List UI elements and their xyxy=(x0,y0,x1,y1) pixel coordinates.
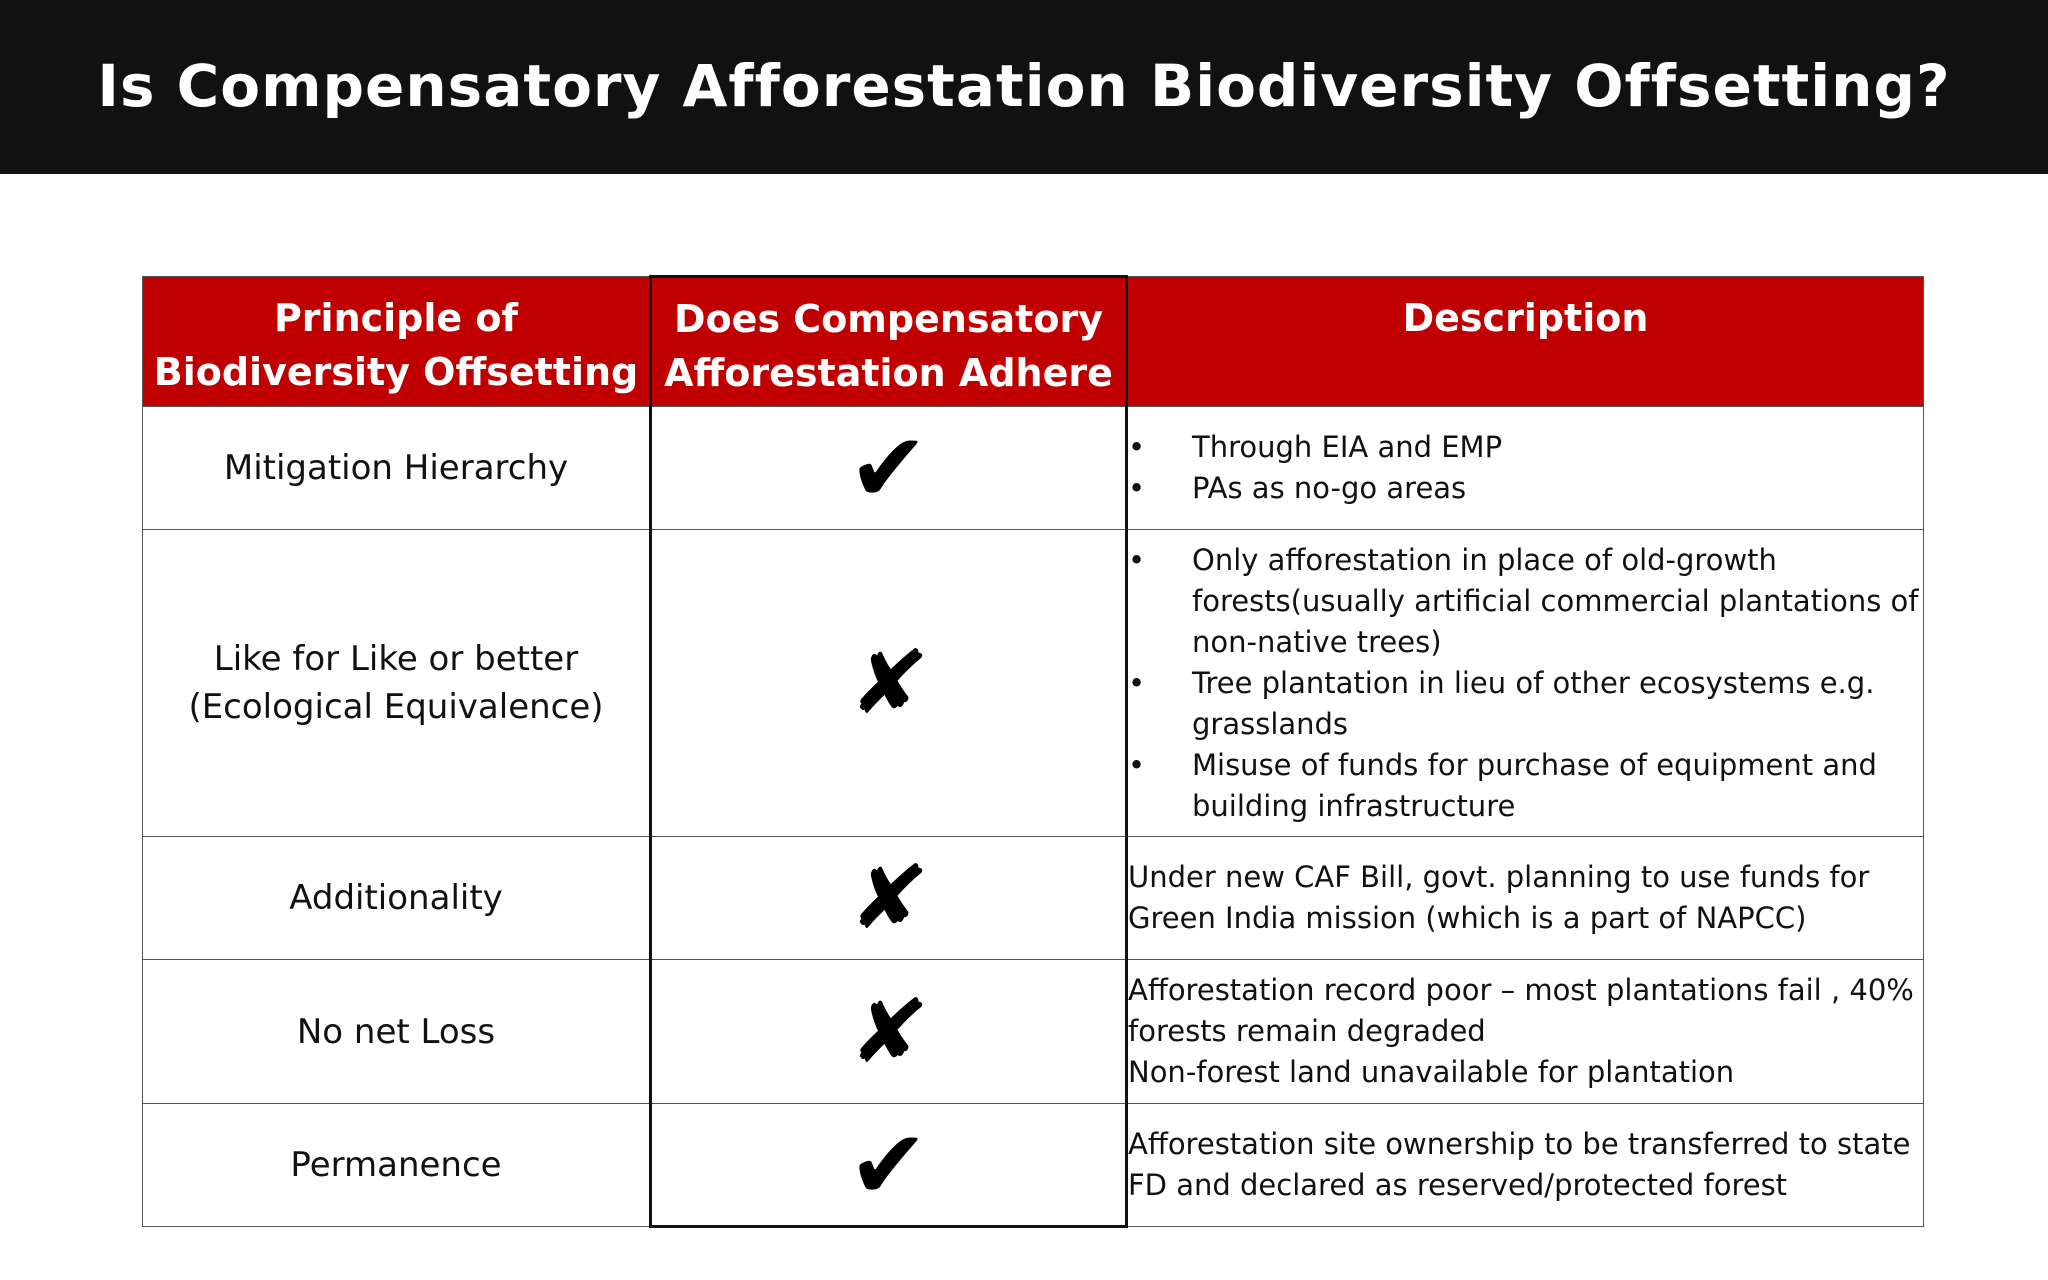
bullet-text: Through EIA and EMP xyxy=(1192,430,1503,464)
description-cell: • Only afforestation in place of old-grow… xyxy=(1126,529,1924,837)
adherence-cell: ✘ xyxy=(649,959,1128,1104)
list-item: • Misuse of funds for purchase of equipme… xyxy=(1128,745,1923,827)
offsetting-table: Principle of Biodiversity Offsetting Doe… xyxy=(142,275,1924,1228)
bullet-dot-icon: • xyxy=(1128,542,1146,577)
adherence-cell: ✘ xyxy=(649,529,1128,837)
principle-cell: Additionality xyxy=(142,836,651,960)
principle-cell: Like for Like or better (Ecological Equi… xyxy=(142,529,651,837)
bullet-dot-icon: • xyxy=(1128,665,1146,700)
bullet-text: Tree plantation in lieu of other ecosyst… xyxy=(1192,665,1875,741)
bullet-dot-icon: • xyxy=(1128,430,1146,464)
principle-cell: Mitigation Hierarchy xyxy=(142,406,651,530)
description-cell: Afforestation site ownership to be trans… xyxy=(1126,1103,1924,1227)
check-mark-icon: ✔ xyxy=(848,412,929,524)
table-body: Mitigation Hierarchy ✔ • Through EIA and … xyxy=(142,406,1924,1228)
list-item: • Only afforestation in place of old-grow… xyxy=(1128,540,1923,663)
table-row: No net Loss ✘ Afforestation record poor … xyxy=(142,959,1924,1104)
description-text: Afforestation site ownership to be trans… xyxy=(1128,1127,1911,1202)
check-mark-icon: ✔ xyxy=(848,1108,929,1221)
list-item: • Through EIA and EMP xyxy=(1128,427,1923,468)
adherence-cell: ✔ xyxy=(649,1103,1128,1228)
table-row: Like for Like or better (Ecological Equi… xyxy=(142,529,1924,837)
bullet-list: • Through EIA and EMP • PAs as no-go areas xyxy=(1128,427,1923,509)
adherence-cell: ✘ xyxy=(649,836,1128,960)
table-row: Mitigation Hierarchy ✔ • Through EIA and … xyxy=(142,406,1924,530)
description-text: Afforestation record poor – most plantat… xyxy=(1128,973,1914,1048)
table-row: Additionality ✘ Under new CAF Bill, govt… xyxy=(142,836,1924,960)
bullet-dot-icon: • xyxy=(1128,747,1146,782)
table-row: Permanence ✔ Afforestation site ownershi… xyxy=(142,1103,1924,1228)
table-header-row: Principle of Biodiversity Offsetting Doe… xyxy=(142,275,1924,407)
header-principle: Principle of Biodiversity Offsetting xyxy=(142,276,651,407)
cross-mark-icon: ✘ xyxy=(844,979,933,1083)
bullet-text: Only afforestation in place of old-growt… xyxy=(1192,542,1919,659)
description-cell: • Through EIA and EMP • PAs as no-go areas xyxy=(1126,406,1924,530)
list-item: • Tree plantation in lieu of other ecosys… xyxy=(1128,663,1923,745)
list-item: • PAs as no-go areas xyxy=(1128,468,1923,509)
bullet-list: • Only afforestation in place of old-grow… xyxy=(1128,540,1923,827)
cross-mark-icon: ✘ xyxy=(844,846,933,949)
description-text: Under new CAF Bill, govt. planning to us… xyxy=(1128,860,1870,935)
header-adherence: Does Compensatory Afforestation Adhere xyxy=(649,275,1128,407)
description-cell: Afforestation record poor – most plantat… xyxy=(1126,959,1924,1104)
description-text: Non-forest land unavailable for plantati… xyxy=(1128,1055,1735,1089)
title-bar: Is Compensatory Afforestation Biodiversi… xyxy=(0,0,2048,174)
bullet-dot-icon: • xyxy=(1128,471,1146,505)
bullet-text: Misuse of funds for purchase of equipmen… xyxy=(1192,747,1877,823)
bullet-text: PAs as no-go areas xyxy=(1192,471,1467,505)
slide-title: Is Compensatory Afforestation Biodiversi… xyxy=(97,52,1951,120)
principle-cell: Permanence xyxy=(142,1103,651,1227)
cross-mark-icon: ✘ xyxy=(844,631,933,734)
description-cell: Under new CAF Bill, govt. planning to us… xyxy=(1126,836,1924,960)
principle-cell: No net Loss xyxy=(142,959,651,1104)
adherence-cell: ✔ xyxy=(649,406,1128,530)
header-description: Description xyxy=(1126,276,1924,407)
